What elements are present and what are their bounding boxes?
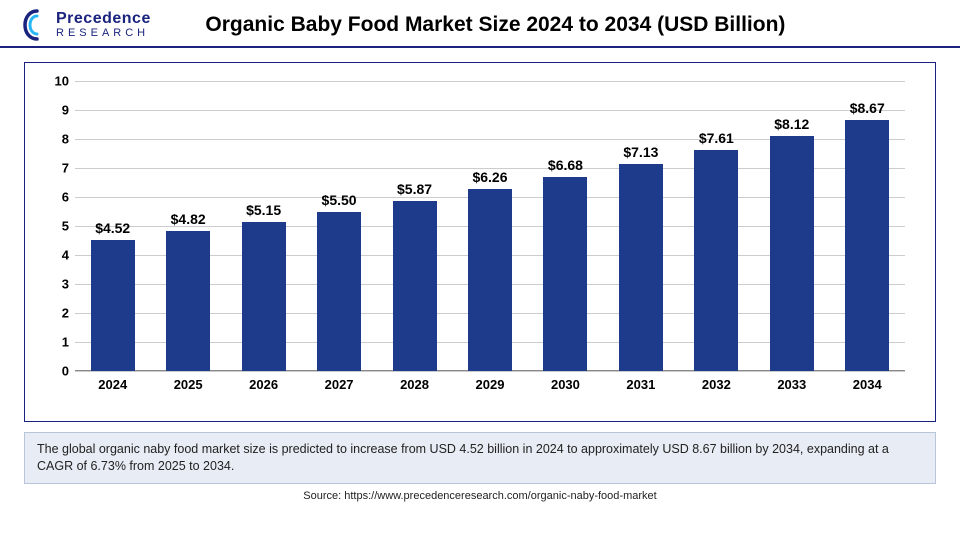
y-tick-label: 3 (62, 277, 69, 292)
x-tick-label: 2028 (380, 377, 450, 392)
logo-main: Precedence (56, 11, 151, 27)
bar-value-label: $7.61 (699, 130, 734, 146)
bar-value-label: $8.12 (774, 116, 809, 132)
bar (845, 120, 889, 371)
y-tick-label: 5 (62, 219, 69, 234)
caption-box: The global organic naby food market size… (24, 432, 936, 484)
x-tick-label: 2030 (530, 377, 600, 392)
chart-container: 0 1 2 3 4 5 6 7 8 9 10 $4.52 $4.82 $5.15 $5.50 $5.87 $6… (24, 62, 936, 422)
x-tick-label: 2031 (606, 377, 676, 392)
bar-value-label: $5.87 (397, 181, 432, 197)
bar-value-label: $4.52 (95, 220, 130, 236)
bar-group: $8.67 (832, 100, 902, 371)
bar (619, 164, 663, 371)
x-tick-label: 2033 (757, 377, 827, 392)
logo: Precedence RESEARCH (20, 8, 151, 42)
bar-group: $5.87 (380, 181, 450, 371)
y-axis: 012345678910 (45, 81, 73, 371)
bar (317, 212, 361, 372)
y-tick-label: 7 (62, 161, 69, 176)
bar-group: $4.82 (153, 211, 223, 371)
y-tick-label: 4 (62, 248, 69, 263)
bar-value-label: $5.15 (246, 202, 281, 218)
bar (91, 240, 135, 371)
x-tick-label: 2026 (229, 377, 299, 392)
bars-group: $4.52 $4.82 $5.15 $5.50 $5.87 $6.26 $6.68 $7.13… (75, 81, 905, 371)
bar-group: $6.26 (455, 169, 525, 371)
x-tick-label: 2024 (78, 377, 148, 392)
logo-icon (20, 8, 54, 42)
logo-text: Precedence RESEARCH (56, 11, 151, 39)
bar (166, 231, 210, 371)
y-tick-label: 0 (62, 364, 69, 379)
bar (468, 189, 512, 371)
bar-value-label: $6.68 (548, 157, 583, 173)
chart-title: Organic Baby Food Market Size 2024 to 20… (151, 13, 940, 37)
y-tick-label: 9 (62, 103, 69, 118)
bar-group: $6.68 (530, 157, 600, 371)
bar (393, 201, 437, 371)
bar (242, 222, 286, 371)
bar-value-label: $8.67 (850, 100, 885, 116)
bar-group: $5.50 (304, 192, 374, 372)
bar-group: $5.15 (229, 202, 299, 371)
bar (770, 136, 814, 371)
y-tick-label: 10 (55, 74, 69, 89)
bar-value-label: $7.13 (623, 144, 658, 160)
x-tick-label: 2029 (455, 377, 525, 392)
x-tick-label: 2025 (153, 377, 223, 392)
bar-value-label: $5.50 (322, 192, 357, 208)
bar (543, 177, 587, 371)
logo-sub: RESEARCH (56, 28, 151, 39)
header: Precedence RESEARCH Organic Baby Food Ma… (0, 0, 960, 48)
bar (694, 150, 738, 371)
source-line: Source: https://www.precedenceresearch.c… (0, 490, 960, 502)
x-tick-label: 2032 (681, 377, 751, 392)
caption-text: The global organic naby food market size… (37, 442, 889, 473)
y-tick-label: 1 (62, 335, 69, 350)
x-axis-labels: 2024 2025 2026 2027 2028 2029 2030 2031 2032 2033… (75, 377, 905, 392)
y-tick-label: 8 (62, 132, 69, 147)
x-tick-label: 2027 (304, 377, 374, 392)
bar-value-label: $6.26 (472, 169, 507, 185)
y-tick-label: 6 (62, 190, 69, 205)
bar-group: $4.52 (78, 220, 148, 371)
bar-value-label: $4.82 (171, 211, 206, 227)
chart-plot-area: 012345678910 $4.52$4.82$5.15$5.50$5.87$6… (75, 81, 905, 371)
grid-line (75, 371, 905, 372)
bar-group: $7.61 (681, 130, 751, 371)
x-tick-label: 2034 (832, 377, 902, 392)
bar-group: $8.12 (757, 116, 827, 371)
y-tick-label: 2 (62, 306, 69, 321)
bar-group: $7.13 (606, 144, 676, 371)
